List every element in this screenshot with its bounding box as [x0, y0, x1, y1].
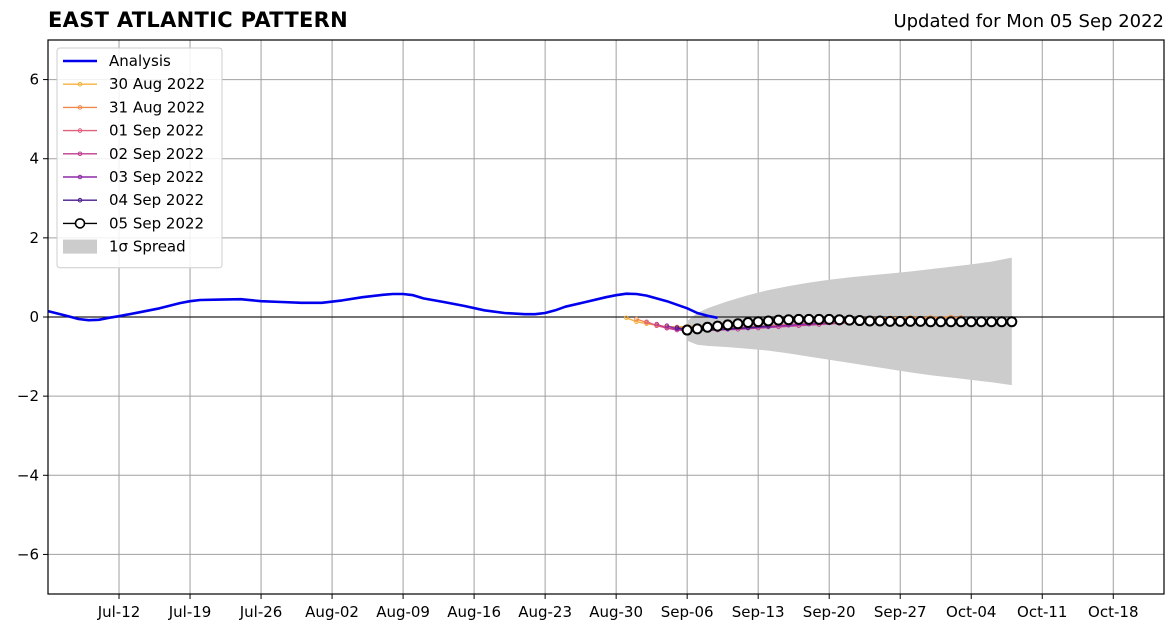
- data-point: [674, 325, 680, 330]
- y-tick-label: 6: [29, 71, 39, 89]
- x-tick-label: Sep-27: [874, 603, 927, 621]
- legend-marker: [77, 105, 83, 110]
- data-point: [732, 318, 744, 330]
- legend-marker: [74, 218, 86, 229]
- legend-label: 01 Sep 2022: [109, 122, 204, 140]
- legend-label: 05 Sep 2022: [109, 214, 204, 232]
- data-point: [752, 316, 764, 328]
- data-point: [742, 317, 754, 329]
- data-point: [681, 324, 693, 336]
- x-tick-label: Jul-19: [168, 603, 212, 621]
- legend-label: 1σ Spread: [109, 238, 186, 256]
- data-point: [783, 314, 795, 326]
- x-tick-label: Oct-04: [946, 603, 996, 621]
- data-point: [935, 316, 947, 328]
- data-point: [654, 321, 660, 327]
- data-point: [701, 321, 713, 333]
- data-point: [813, 313, 825, 325]
- x-tick-label: Sep-20: [803, 603, 856, 621]
- legend-box: [56, 47, 223, 269]
- data-point: [664, 323, 670, 329]
- legend-label: 30 Aug 2022: [109, 75, 205, 93]
- y-tick-label: 2: [29, 229, 39, 247]
- data-point: [772, 314, 784, 326]
- data-point: [975, 316, 987, 328]
- data-point: [644, 319, 649, 325]
- data-point: [762, 315, 774, 327]
- x-tick-label: Jul-12: [97, 603, 141, 621]
- x-tick-label: Jul-26: [239, 603, 283, 621]
- legend-label: 03 Sep 2022: [109, 168, 204, 186]
- data-point: [965, 316, 977, 328]
- data-point: [884, 315, 896, 327]
- legend-marker: [77, 81, 83, 87]
- data-point: [874, 315, 886, 327]
- data-point: [1006, 316, 1018, 328]
- data-point: [712, 320, 724, 332]
- data-point: [904, 315, 916, 327]
- x-tick-label: Aug-16: [447, 603, 501, 621]
- data-point: [833, 314, 845, 326]
- y-tick-label: 4: [29, 150, 39, 168]
- series-group: [47, 292, 1018, 336]
- data-point: [623, 315, 629, 321]
- x-tick-label: Aug-30: [589, 603, 643, 621]
- legend-label: 04 Sep 2022: [109, 191, 204, 209]
- data-point: [955, 316, 967, 328]
- x-tick-label: Aug-02: [305, 603, 359, 621]
- data-point: [864, 315, 876, 327]
- x-tick-label: Sep-06: [661, 603, 714, 621]
- plot-frame: [47, 39, 1165, 595]
- y-tick-label: −4: [17, 466, 39, 484]
- data-point: [793, 313, 805, 325]
- axes: −6 −4 −2 0 2 4 6 Jul-12 Jul-19 Jul-26 Aug-02 Aug-09…: [17, 39, 1165, 621]
- chart-subtitle: Updated for Mon 05 Sep 2022: [893, 11, 1164, 32]
- data-point: [925, 316, 937, 328]
- x-tick-label: Oct-18: [1088, 603, 1138, 621]
- data-point: [945, 316, 957, 328]
- legend-marker: [77, 174, 83, 180]
- legend-label: Analysis: [109, 52, 171, 70]
- data-point: [803, 313, 815, 325]
- legend-label: 31 Aug 2022: [109, 98, 205, 116]
- data-point: [691, 323, 703, 335]
- legend-marker: [77, 128, 83, 133]
- y-tick-label: −2: [17, 387, 39, 405]
- legend-swatch-spread: [63, 239, 97, 254]
- data-point: [654, 323, 660, 329]
- y-tick-label: 0: [29, 308, 39, 326]
- grid: [48, 40, 1164, 594]
- data-point: [823, 313, 835, 325]
- data-point: [722, 319, 734, 331]
- x-tick-label: Aug-23: [518, 603, 572, 621]
- data-point: [634, 319, 639, 325]
- legend: Analysis 30 Aug 2022 31 Aug 2022 01 Sep 202…: [56, 47, 223, 269]
- legend-marker: [77, 151, 83, 157]
- chart-title: EAST ATLANTIC PATTERN: [48, 8, 348, 32]
- data-point: [915, 315, 927, 327]
- data-point: [894, 315, 906, 327]
- y-tick-label: −6: [17, 545, 39, 563]
- data-point: [986, 316, 998, 328]
- data-point: [634, 316, 639, 322]
- legend-label: 02 Sep 2022: [109, 145, 204, 163]
- x-tick-label: Aug-09: [376, 603, 430, 621]
- x-tick-label: Sep-13: [732, 603, 785, 621]
- series-line-analysis: [47, 292, 718, 322]
- data-point: [843, 314, 855, 326]
- legend-marker: [77, 197, 83, 203]
- data-point: [996, 316, 1008, 328]
- x-tick-label: Oct-11: [1017, 603, 1067, 621]
- data-point: [854, 315, 866, 327]
